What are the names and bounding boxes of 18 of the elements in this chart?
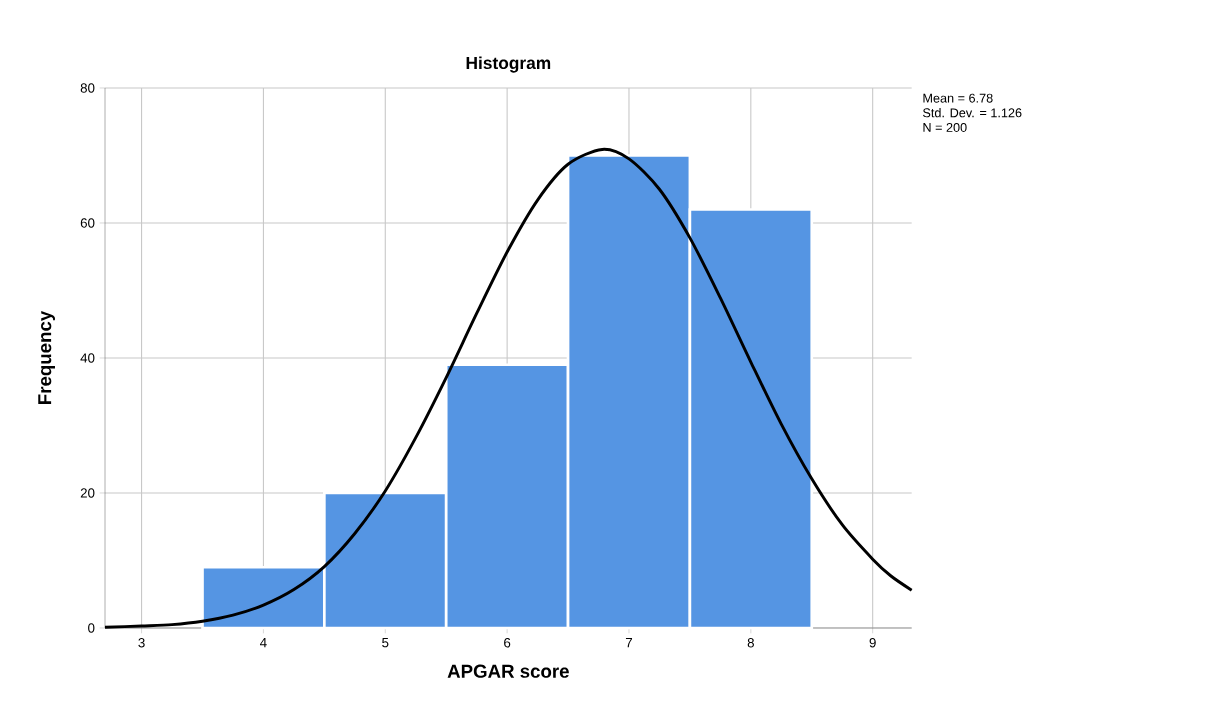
y-axis-title: Frequency [38, 310, 55, 404]
x-axis-title: APGAR score [447, 664, 569, 678]
y-tick-label: 60 [80, 218, 95, 228]
text: Mean = 6.78 [923, 93, 993, 103]
text: N = 200 [923, 122, 967, 132]
x-tick-label: 9 [869, 638, 876, 648]
y-tick-label: 0 [88, 623, 95, 633]
chart-title: Histogram [466, 56, 551, 73]
x-tick-label: 5 [382, 638, 389, 648]
x-tick-label: 4 [260, 638, 267, 648]
x-tick-label: 8 [747, 638, 754, 648]
x-tick-label: 6 [504, 638, 511, 648]
x-tick-label: 3 [138, 638, 145, 648]
x-tick-label: 7 [625, 638, 633, 648]
y-tick-label: 80 [80, 83, 95, 93]
text: Std. Dev. = 1.126 [923, 107, 1022, 118]
y-tick-label: 20 [80, 488, 95, 498]
y-tick-label: 40 [80, 353, 95, 363]
